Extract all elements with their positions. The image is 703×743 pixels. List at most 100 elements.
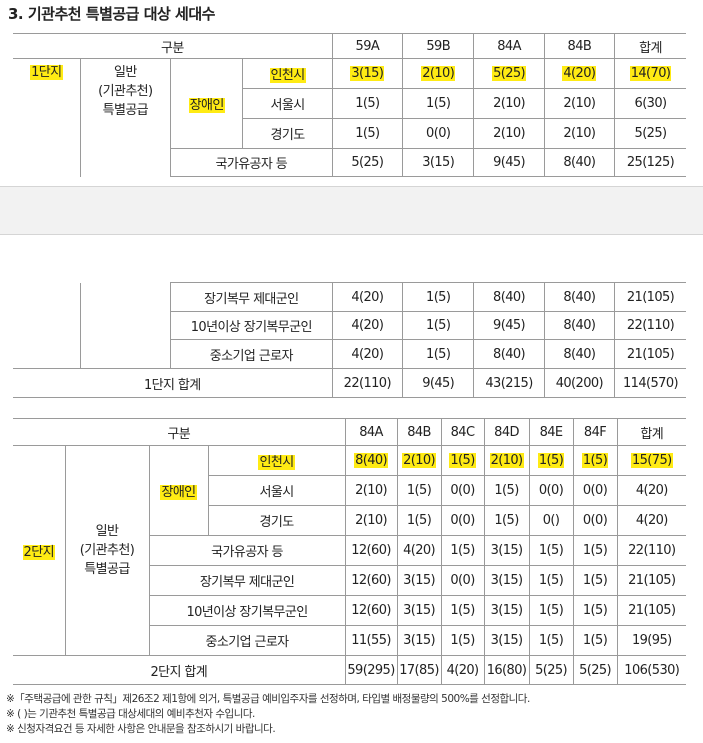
row-label: 10년이상 장기복무군인 <box>148 595 346 626</box>
value-cell: 2(10) <box>344 505 398 536</box>
disabled-label-text: 장애인 <box>160 485 197 500</box>
value-cell: 21(105) <box>614 282 686 312</box>
header-col: 84B <box>543 33 616 59</box>
value-cell: 0(0) <box>572 475 618 506</box>
header-col: 59B <box>402 33 475 59</box>
value-cell: 19(95) <box>616 625 687 656</box>
header-col: 84E <box>528 418 574 446</box>
value-cell: 4(20) <box>331 311 403 340</box>
value-cell: 3(15) <box>483 625 530 656</box>
region-cell: 서울시 <box>242 88 333 119</box>
total-label: 1단지 합계 <box>13 368 333 398</box>
value-cell: 2(10) <box>402 58 475 89</box>
value-cell: 59(295) <box>344 655 398 685</box>
header-col: 84B <box>396 418 442 446</box>
value-cell: 3(15) <box>483 535 530 566</box>
value-text: 4(20) <box>562 66 597 81</box>
value-cell: 4(20) <box>331 282 403 312</box>
value-cell: 12(60) <box>344 565 398 596</box>
value-cell: 4(20) <box>616 475 687 506</box>
value-text: 1(5) <box>449 453 476 468</box>
value-cell: 1(5) <box>440 625 485 656</box>
total-row: 1단지 합계 22(110) 9(45) 43(215) 40(200) 114… <box>13 368 686 398</box>
value-cell: 12(60) <box>344 535 398 566</box>
value-cell: 1(5) <box>331 88 404 119</box>
value-cell: 43(215) <box>473 368 545 398</box>
value-cell: 22(110) <box>614 311 686 340</box>
value-cell: 4(20) <box>396 535 442 566</box>
disabled-label: 장애인 <box>169 58 244 149</box>
value-cell: 5(25) <box>473 58 545 89</box>
value-cell: 0(0) <box>572 505 618 536</box>
header-category: 구분 <box>13 33 333 59</box>
row-label: 중소기업 근로자 <box>169 339 333 369</box>
value-cell: 12(60) <box>344 595 398 626</box>
value-cell: 5(25) <box>614 118 686 149</box>
value-cell: 1(5) <box>401 311 475 340</box>
complex1-table-continued: 장기복무 제대군인 4(20) 1(5) 8(40) 8(40) 21(105)… <box>13 282 686 398</box>
value-cell: 1(5) <box>440 445 485 476</box>
header-col: 84C <box>440 418 485 446</box>
value-cell: 0(0) <box>402 118 475 149</box>
value-cell: 3(15) <box>402 148 475 177</box>
value-text: 14(70) <box>629 66 672 81</box>
value-cell: 15(75) <box>616 445 687 476</box>
value-cell: 1(5) <box>483 505 530 536</box>
value-cell: 25(125) <box>614 148 686 177</box>
disabled-label: 장애인 <box>148 445 209 536</box>
value-cell: 3(15) <box>483 595 530 626</box>
value-cell: 21(105) <box>614 339 686 369</box>
group-line: 일반 <box>113 65 137 80</box>
complex-name: 1단지 <box>30 65 63 80</box>
value-cell: 1(5) <box>396 475 442 506</box>
value-cell: 1(5) <box>402 88 475 119</box>
header-col: 59A <box>331 33 404 59</box>
section-title: 3. 기관추천 특별공급 대상 세대수 <box>8 5 215 23</box>
table-row: 서울시 1(5) 1(5) 2(10) 2(10) 6(30) <box>13 88 686 119</box>
value-cell: 9(45) <box>473 311 545 340</box>
value-cell: 0(0) <box>440 565 485 596</box>
page-gap-edge <box>0 234 703 235</box>
value-cell: 1(5) <box>528 595 574 626</box>
value-text: 5(25) <box>492 66 527 81</box>
value-cell: 4(20) <box>543 58 616 89</box>
value-cell: 17(85) <box>396 655 442 685</box>
row-label: 중소기업 근로자 <box>148 625 346 656</box>
region-name: 인천시 <box>258 455 295 470</box>
value-text: 3(15) <box>350 66 385 81</box>
value-cell: 2(10) <box>396 445 442 476</box>
value-cell: 8(40) <box>543 339 616 369</box>
value-cell: 1(5) <box>528 535 574 566</box>
table-row: 10년이상 장기복무군인 4(20) 1(5) 9(45) 8(40) 22(1… <box>13 311 686 340</box>
footnote: ※「주택공급에 관한 규칙」제26조2 제1항에 의거, 특별공급 예비입주자를… <box>6 693 530 705</box>
region-name: 인천시 <box>269 68 306 83</box>
value-text: 2(10) <box>402 453 437 468</box>
value-cell: 4(20) <box>616 505 687 536</box>
value-text: 15(75) <box>630 453 673 468</box>
group-line: 특별공급 <box>102 103 149 118</box>
value-cell: 4(20) <box>440 655 485 685</box>
complex-label: 2단지 <box>13 445 66 656</box>
region-cell: 경기도 <box>242 118 333 149</box>
value-cell: 21(105) <box>616 565 687 596</box>
region-cell: 인천시 <box>242 58 333 89</box>
value-cell: 9(45) <box>401 368 475 398</box>
complex1-table: 구분 59A 59B 84A 84B 합계 1단지 일반 (기관추천) 특별공급… <box>13 33 686 177</box>
value-cell: 1(5) <box>572 445 618 476</box>
table-header-row: 구분 84A 84B 84C 84D 84E 84F 합계 <box>13 418 687 446</box>
value-cell: 3(15) <box>396 625 442 656</box>
value-text: 1(5) <box>537 453 565 468</box>
value-cell: 14(70) <box>614 58 686 89</box>
value-cell: 11(55) <box>344 625 398 656</box>
value-cell: 2(10) <box>543 118 616 149</box>
value-cell: 1(5) <box>572 595 618 626</box>
value-cell: 2(10) <box>344 475 398 506</box>
header-col-total: 합계 <box>616 418 687 446</box>
header-category: 구분 <box>13 418 346 446</box>
value-cell: 1(5) <box>396 505 442 536</box>
value-cell: 1(5) <box>401 282 475 312</box>
value-text: 8(40) <box>354 453 389 468</box>
value-cell: 8(40) <box>543 282 616 312</box>
value-cell: 8(40) <box>344 445 398 476</box>
value-cell: 2(10) <box>543 88 616 119</box>
